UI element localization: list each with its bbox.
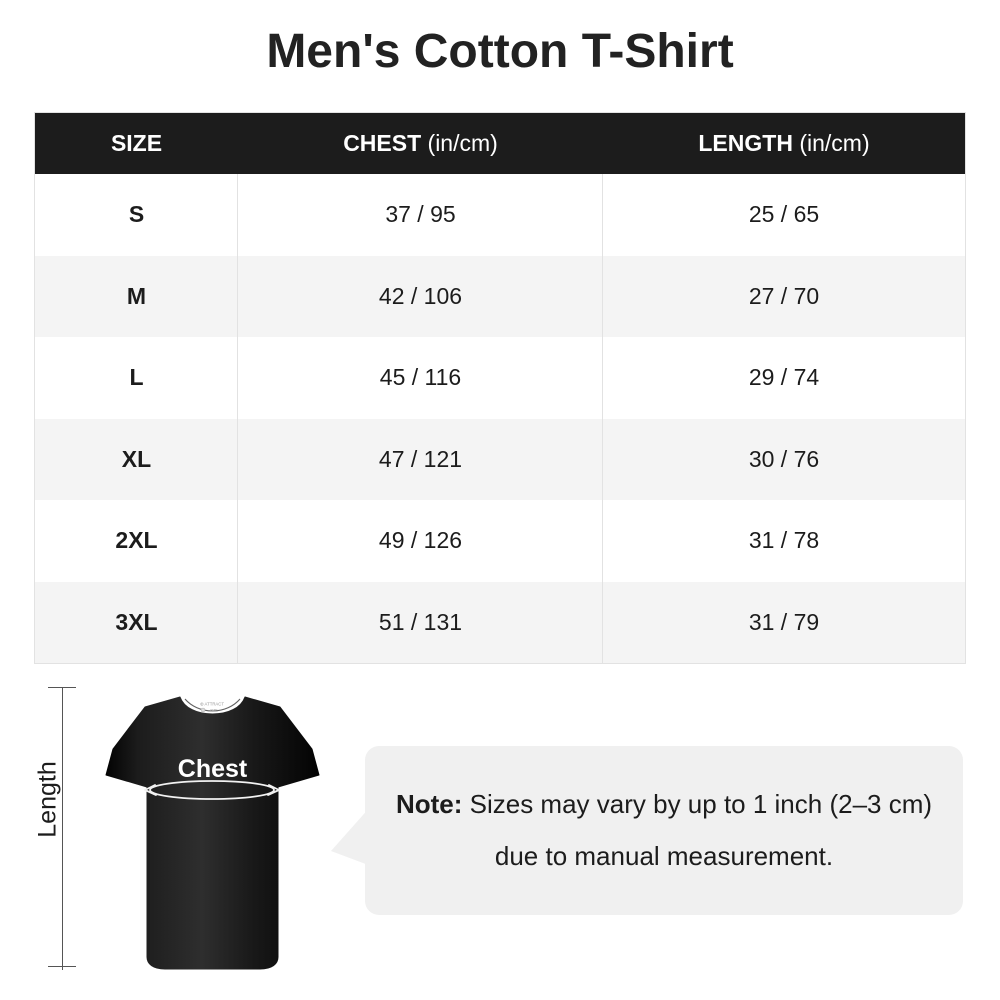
svg-text:⊛ ATTRACT: ⊛ ATTRACT: [200, 702, 224, 707]
svg-text:SIZE: SIZE: [210, 709, 218, 713]
